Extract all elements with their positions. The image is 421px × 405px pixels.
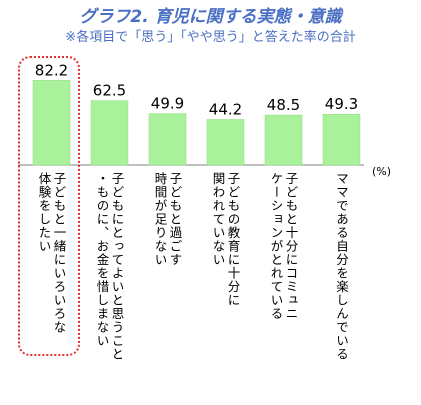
bar-2 [148,113,187,166]
highlight-box [18,56,80,356]
bar-0 [32,80,71,166]
data-label-3: 44.2 [209,100,242,118]
bar-4 [264,114,303,166]
data-label-4: 48.5 [267,96,300,114]
category-label-0: 子どもと一緒にいろいろな 体験をしたい [36,172,67,334]
bar-3 [206,119,245,166]
unit-label: (%) [372,165,392,178]
category-label-5: ママである自分を楽しんでいる [334,172,349,361]
category-label-1: 子どもにとってよいと思うこと ・ものに、お金を惜しまない [94,172,125,361]
chart-title: グラフ2. 育児に関する実態・意識 [79,7,342,27]
data-label-1: 62.5 [93,82,126,100]
bar-1 [90,100,129,166]
data-label-5: 49.3 [325,95,358,113]
category-label-3: 子どもの教育に十分に 関われていない [210,172,241,307]
chart-subtitle: ※各項目で「思う」「やや思う」と答えた率の合計 [65,30,356,45]
data-label-0: 82.2 [35,61,68,79]
data-label-2: 49.9 [151,95,184,113]
category-label-4: 子どもと十分にコミュニ ケーションがとれている [268,172,299,321]
category-label-2: 子どもと過ごす 時間が足りない [152,172,183,267]
bar-5 [322,113,361,166]
